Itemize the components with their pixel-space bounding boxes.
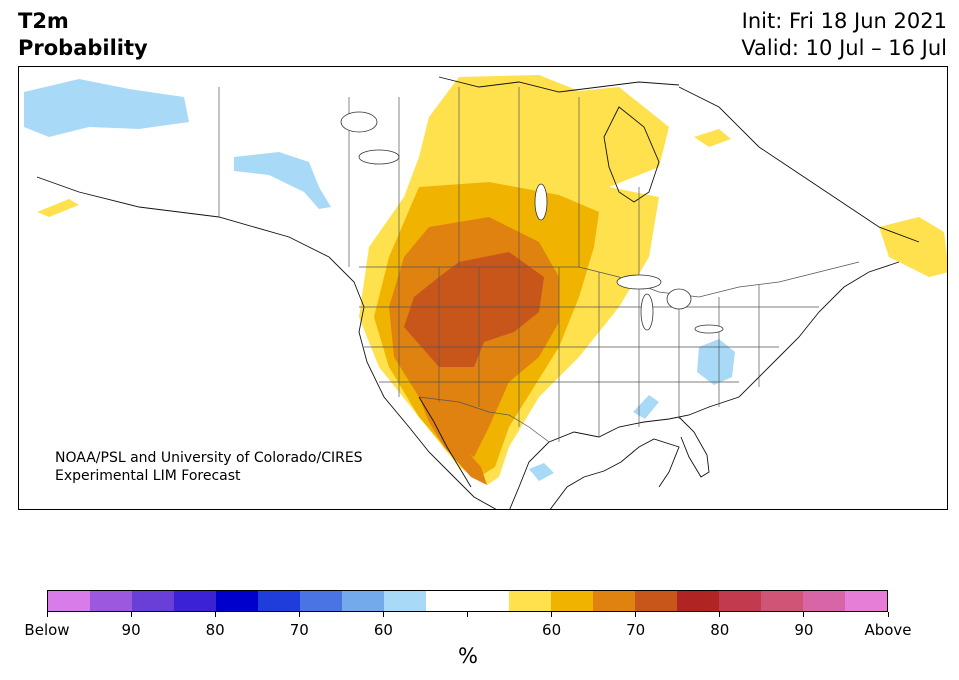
colorbar-segment bbox=[803, 591, 846, 611]
colorbar-tick bbox=[719, 612, 721, 617]
colorbar bbox=[47, 590, 888, 612]
init-date: Init: Fri 18 Jun 2021 bbox=[741, 9, 947, 33]
colorbar-tick bbox=[551, 612, 553, 617]
colorbar-tick-label: 60 bbox=[373, 621, 393, 639]
below-55-alaska bbox=[24, 79, 189, 137]
below-55-mexico bbox=[529, 463, 554, 481]
great-bear-lake bbox=[340, 111, 378, 133]
colorbar-segment bbox=[173, 591, 216, 611]
baja-strip bbox=[419, 397, 487, 485]
arctic-islands bbox=[438, 76, 680, 93]
below-55-yukon bbox=[234, 152, 331, 209]
colorbar-tick bbox=[887, 612, 889, 617]
above-55-north-slope bbox=[37, 199, 79, 217]
colorbar-tick-label: Above bbox=[864, 621, 912, 639]
colorbar-tick bbox=[130, 612, 132, 617]
variable-label: T2m bbox=[18, 9, 69, 33]
credit-text: NOAA/PSL and University of Colorado/CIRE… bbox=[55, 449, 363, 485]
colorbar-tick-label: 90 bbox=[794, 621, 814, 639]
colorbar-segment bbox=[761, 591, 804, 611]
canada-provinces bbox=[348, 87, 640, 282]
map-canvas bbox=[24, 75, 947, 509]
colorbar-segment bbox=[131, 591, 174, 611]
state-lines-b bbox=[359, 306, 819, 383]
colorbar-tick-label: Below bbox=[24, 621, 70, 639]
colorbar-tick-label: 60 bbox=[542, 621, 562, 639]
lake-michigan bbox=[640, 293, 654, 331]
mexico-yucatan bbox=[549, 438, 680, 509]
colorbar-segment bbox=[719, 591, 762, 611]
colorbar-segment bbox=[89, 591, 132, 611]
lake-huron bbox=[666, 288, 692, 310]
colorbar-tick-label: 80 bbox=[205, 621, 225, 639]
credit-line-1: NOAA/PSL and University of Colorado/CIRE… bbox=[55, 450, 363, 466]
us-mexico-border bbox=[418, 396, 550, 443]
colorbar-segment bbox=[551, 591, 594, 611]
colorbar-tick-label: 80 bbox=[710, 621, 730, 639]
colorbar-segment bbox=[299, 591, 342, 611]
colorbar-tick bbox=[635, 612, 637, 617]
colorbar-tick bbox=[46, 612, 48, 617]
lake-winnipeg bbox=[534, 183, 548, 221]
above-55-hudson-bay bbox=[694, 129, 731, 147]
forecast-dates: Init: Fri 18 Jun 2021 Valid: 10 Jul – 16… bbox=[741, 8, 947, 62]
colorbar-unit: % bbox=[458, 644, 478, 668]
colorbar-segment bbox=[635, 591, 678, 611]
below-55-appalachian bbox=[697, 339, 735, 385]
above-55-east-coast bbox=[879, 217, 947, 277]
colorbar-segment bbox=[215, 591, 258, 611]
colorbar-tick bbox=[298, 612, 300, 617]
baja-coast bbox=[418, 396, 472, 488]
product-label: Probability bbox=[18, 36, 148, 60]
colorbar-segment bbox=[593, 591, 636, 611]
lakes bbox=[340, 111, 724, 334]
map-title: T2m Probability bbox=[18, 8, 148, 62]
hudson-bay bbox=[603, 106, 660, 203]
lake-superior bbox=[616, 274, 662, 290]
florida bbox=[678, 416, 710, 478]
labrador-coast bbox=[678, 86, 920, 243]
colorbar-tick bbox=[382, 612, 384, 617]
credit-line-2: Experimental LIM Forecast bbox=[55, 468, 241, 484]
colorbar-segment bbox=[467, 591, 510, 611]
colorbar-segment bbox=[48, 591, 90, 611]
lake-erie bbox=[694, 324, 724, 334]
colorbar-segment bbox=[509, 591, 552, 611]
great-slave-lake bbox=[358, 149, 400, 165]
colorbar-segment bbox=[341, 591, 384, 611]
colorbar-tick bbox=[803, 612, 805, 617]
colorbar-tick-label: 70 bbox=[626, 621, 646, 639]
probability-map bbox=[18, 66, 948, 510]
colorbar-tick bbox=[214, 612, 216, 617]
colorbar-segment bbox=[425, 591, 468, 611]
probability-shading bbox=[24, 75, 947, 485]
below-55-gulf bbox=[633, 395, 659, 419]
colorbar-segment bbox=[845, 591, 888, 611]
colorbar-segment bbox=[677, 591, 720, 611]
colorbar-tick bbox=[467, 612, 468, 617]
valid-date: Valid: 10 Jul – 16 Jul bbox=[741, 36, 947, 60]
colorbar-tick-label: 70 bbox=[289, 621, 309, 639]
colorbar-tick-label: 90 bbox=[121, 621, 141, 639]
colorbar-segment bbox=[383, 591, 426, 611]
pacific-coast bbox=[36, 176, 497, 509]
colorbar-segment bbox=[257, 591, 300, 611]
